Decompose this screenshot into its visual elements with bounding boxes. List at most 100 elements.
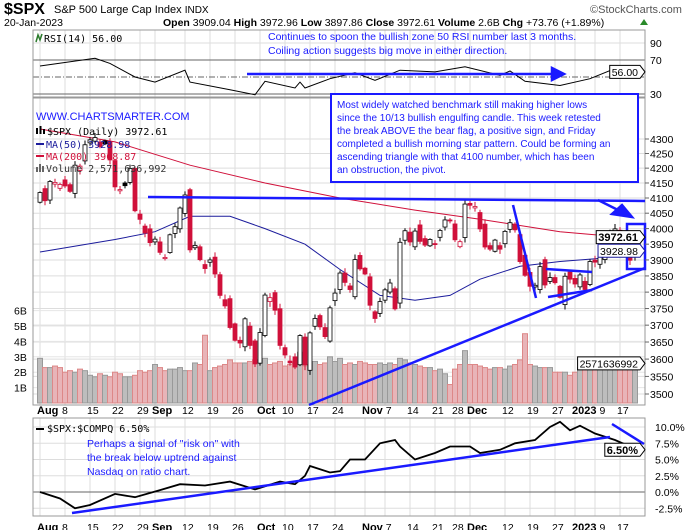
candle-body (417, 224, 423, 242)
volume-bar (522, 333, 528, 404)
axes: AugAug88151522222929SepSep121219192626Oc… (14, 38, 685, 530)
x-tick-label: 9 (599, 522, 605, 530)
volume-last-value-box (577, 356, 646, 371)
x-tick-label: Aug (37, 405, 58, 417)
candle-body (192, 245, 198, 249)
price-tick-label: 3950 (650, 239, 674, 251)
volume-bar (592, 365, 598, 404)
x-tick-label: 8 (62, 522, 68, 530)
price-tick-label: 4000 (650, 224, 674, 236)
main-note-line: an obstruction, the pivot. (337, 165, 446, 176)
candle-body (322, 327, 328, 337)
candle-body (377, 301, 383, 314)
ratio-last-value-box (604, 442, 646, 457)
candle-body (507, 222, 513, 230)
candle-body (302, 336, 308, 366)
candle-body (592, 259, 598, 263)
candle-body (102, 140, 108, 145)
volume-bar (82, 370, 88, 404)
candle-body (292, 356, 298, 368)
volume-bar (477, 365, 483, 404)
candle-body (227, 298, 233, 328)
candle-body (262, 294, 268, 336)
resistance-4100-line (147, 195, 646, 203)
volume-bar (42, 367, 48, 404)
candle-body (487, 245, 493, 250)
candle-body (317, 315, 323, 328)
volume-bar (542, 367, 548, 404)
candle-body (407, 231, 413, 243)
candle-body (312, 318, 318, 327)
volume-bar (137, 370, 143, 404)
ratio-note: Perhaps a signal of "risk on" with the b… (87, 438, 240, 478)
arrow-head-icon (550, 65, 567, 83)
candle-body (357, 255, 363, 270)
candle-body (422, 238, 428, 246)
candle-body (437, 230, 443, 238)
x-tick-label: 2023 (572, 405, 596, 417)
volume-bar (47, 367, 53, 404)
candle-body (52, 181, 58, 185)
ratio-arrow-line (611, 422, 645, 446)
candle-body (252, 340, 258, 365)
volume-bar (192, 362, 198, 404)
candle-body (457, 241, 463, 248)
volume-bar (562, 371, 568, 404)
volume-bar (197, 364, 203, 404)
candle-body (327, 307, 333, 342)
volume-bar (452, 368, 458, 404)
x-tick-label: 7 (386, 522, 392, 530)
candle-body (57, 184, 63, 189)
candle-body (137, 213, 143, 220)
ratio-note-line: Nasdaq on ratio chart. (87, 466, 190, 478)
x-tick-label: 7 (386, 405, 392, 417)
volume-bar (407, 362, 413, 404)
x-tick-label: 19 (527, 405, 539, 417)
candle-body (62, 179, 68, 187)
x-tick-label: 15 (87, 522, 99, 530)
close-last-value: 3972.61 (598, 232, 638, 244)
volume-tick-label: 4B (14, 336, 27, 348)
x-tick-label: 14 (407, 405, 419, 417)
volume-bar (467, 364, 473, 404)
main-note: Most widely watched benchmark still maki… (337, 100, 610, 176)
x-tick-label: Sep (152, 405, 172, 417)
volume-bar (62, 371, 68, 404)
x-tick-label: Aug (37, 522, 58, 530)
candle-body (502, 230, 508, 245)
volume-bar (492, 367, 498, 404)
price-legend-label: $SPX (Daily) 3972.61 (47, 127, 167, 138)
candle-body (427, 239, 433, 247)
volume-bar (207, 370, 213, 404)
ma50-last-value: 3928.98 (600, 246, 638, 258)
candle-body (47, 181, 53, 201)
trendlines (71, 65, 647, 515)
close-last-value-tag: 3972.61 (595, 230, 646, 244)
candle-body (372, 311, 378, 319)
volume-bar (332, 360, 338, 404)
volume-bar (472, 364, 478, 404)
volume-bar (287, 364, 293, 404)
candle-body (127, 168, 133, 183)
candle-body (342, 272, 348, 283)
candle-body (162, 257, 168, 260)
x-tick-label: 17 (617, 522, 629, 530)
volume-last-value: 2571636992 (580, 358, 639, 370)
volume-bar (132, 374, 138, 404)
x-tick-label: 26 (232, 405, 244, 417)
candle-body (187, 189, 193, 251)
candle-body (307, 332, 313, 371)
volume-bar (97, 373, 103, 404)
price-tick-label: 3650 (650, 337, 674, 349)
candle-body (552, 277, 558, 284)
candle-body (272, 292, 278, 311)
candle-body (382, 289, 388, 301)
rsi-note-line-2: Coiling action suggests big move in eith… (268, 45, 507, 57)
candle-body (177, 207, 183, 230)
candle-body (362, 267, 368, 275)
volume-bar (107, 376, 113, 404)
rsi-title: RSI(14) 56.00 (44, 34, 122, 45)
volume-bar (462, 350, 468, 404)
volume-bar (487, 368, 493, 404)
